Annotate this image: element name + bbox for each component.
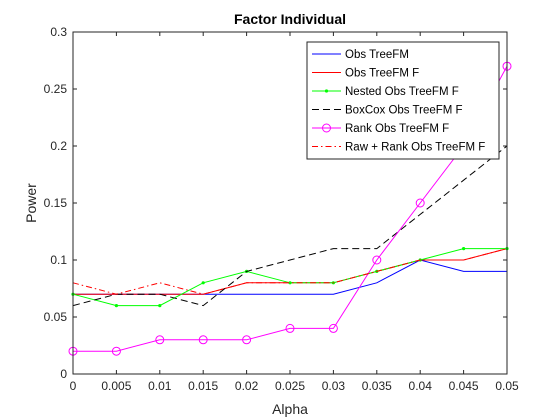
legend: Obs TreeFM Obs TreeFM F Nested Obs TreeFM …: [306, 41, 500, 160]
data-point: [242, 335, 252, 345]
series-3: [72, 145, 508, 307]
data-point: [328, 323, 338, 333]
legend-label: BoxCox Obs TreeFM F: [345, 105, 463, 117]
y-tick-label: 0: [60, 367, 67, 381]
x-tick-label: 0: [70, 379, 77, 393]
data-point: [415, 198, 425, 208]
data-point: [372, 255, 382, 265]
legend-box: [306, 41, 500, 160]
data-point: [198, 335, 208, 345]
x-tick-label: 0.01: [148, 379, 172, 393]
data-point: [462, 247, 466, 251]
data-point: [158, 304, 162, 308]
x-tick-label: 0.03: [322, 379, 346, 393]
x-axis-title: Alpha: [272, 401, 308, 417]
data-point: [288, 281, 292, 285]
legend-item: Obs TreeFM F: [312, 68, 419, 80]
data-point: [201, 281, 205, 285]
y-tick-label: 0.05: [44, 310, 68, 324]
chart-title: Factor Individual: [234, 11, 346, 27]
legend-label: Nested Obs TreeFM F: [345, 86, 459, 98]
x-tick-label: 0.05: [495, 379, 519, 393]
legend-item: Obs TreeFM: [312, 49, 409, 61]
legend-item: Nested Obs TreeFM F: [312, 86, 459, 98]
data-point: [114, 304, 118, 308]
data-point: [111, 346, 121, 356]
legend-item: Rank Obs TreeFM F: [312, 123, 449, 135]
legend-label: Raw + Rank Obs TreeFM F: [345, 142, 485, 154]
legend-item: Raw + Rank Obs TreeFM F: [312, 142, 485, 154]
x-tick-label: 0.035: [362, 379, 392, 393]
x-tick-label: 0.045: [449, 379, 479, 393]
y-tick-label: 0.15: [44, 196, 68, 210]
series-layer: [68, 61, 512, 356]
y-tick-label: 0.25: [44, 82, 68, 96]
y-tick-label: 0.3: [50, 25, 67, 39]
series-line-4: [73, 65, 508, 352]
x-tick-label: 0.015: [188, 379, 218, 393]
y-tick-label: 0.2: [50, 139, 67, 153]
x-tick-label: 0.025: [275, 379, 305, 393]
series-line-3: [72, 145, 508, 307]
series-2: [71, 247, 509, 308]
data-point: [155, 335, 165, 345]
legend-marker: [322, 123, 331, 133]
legend-marker: [324, 89, 329, 93]
y-axis-title: Power: [23, 183, 39, 223]
legend-label: Obs TreeFM F: [345, 68, 419, 80]
x-tick-label: 0.02: [235, 379, 259, 393]
data-point: [285, 323, 295, 333]
x-tick-label: 0.04: [409, 379, 433, 393]
legend-label: Obs TreeFM: [345, 49, 409, 61]
legend-label: Rank Obs TreeFM F: [345, 123, 449, 135]
x-tick-label: 0.005: [101, 379, 131, 393]
legend-item: BoxCox Obs TreeFM F: [312, 105, 463, 117]
axes-layer: 0 0.005 0.01 0.015 0.02 0.025 0.03 0.035 0.04 0.0…: [44, 25, 519, 393]
y-tick-label: 0.1: [50, 253, 67, 267]
